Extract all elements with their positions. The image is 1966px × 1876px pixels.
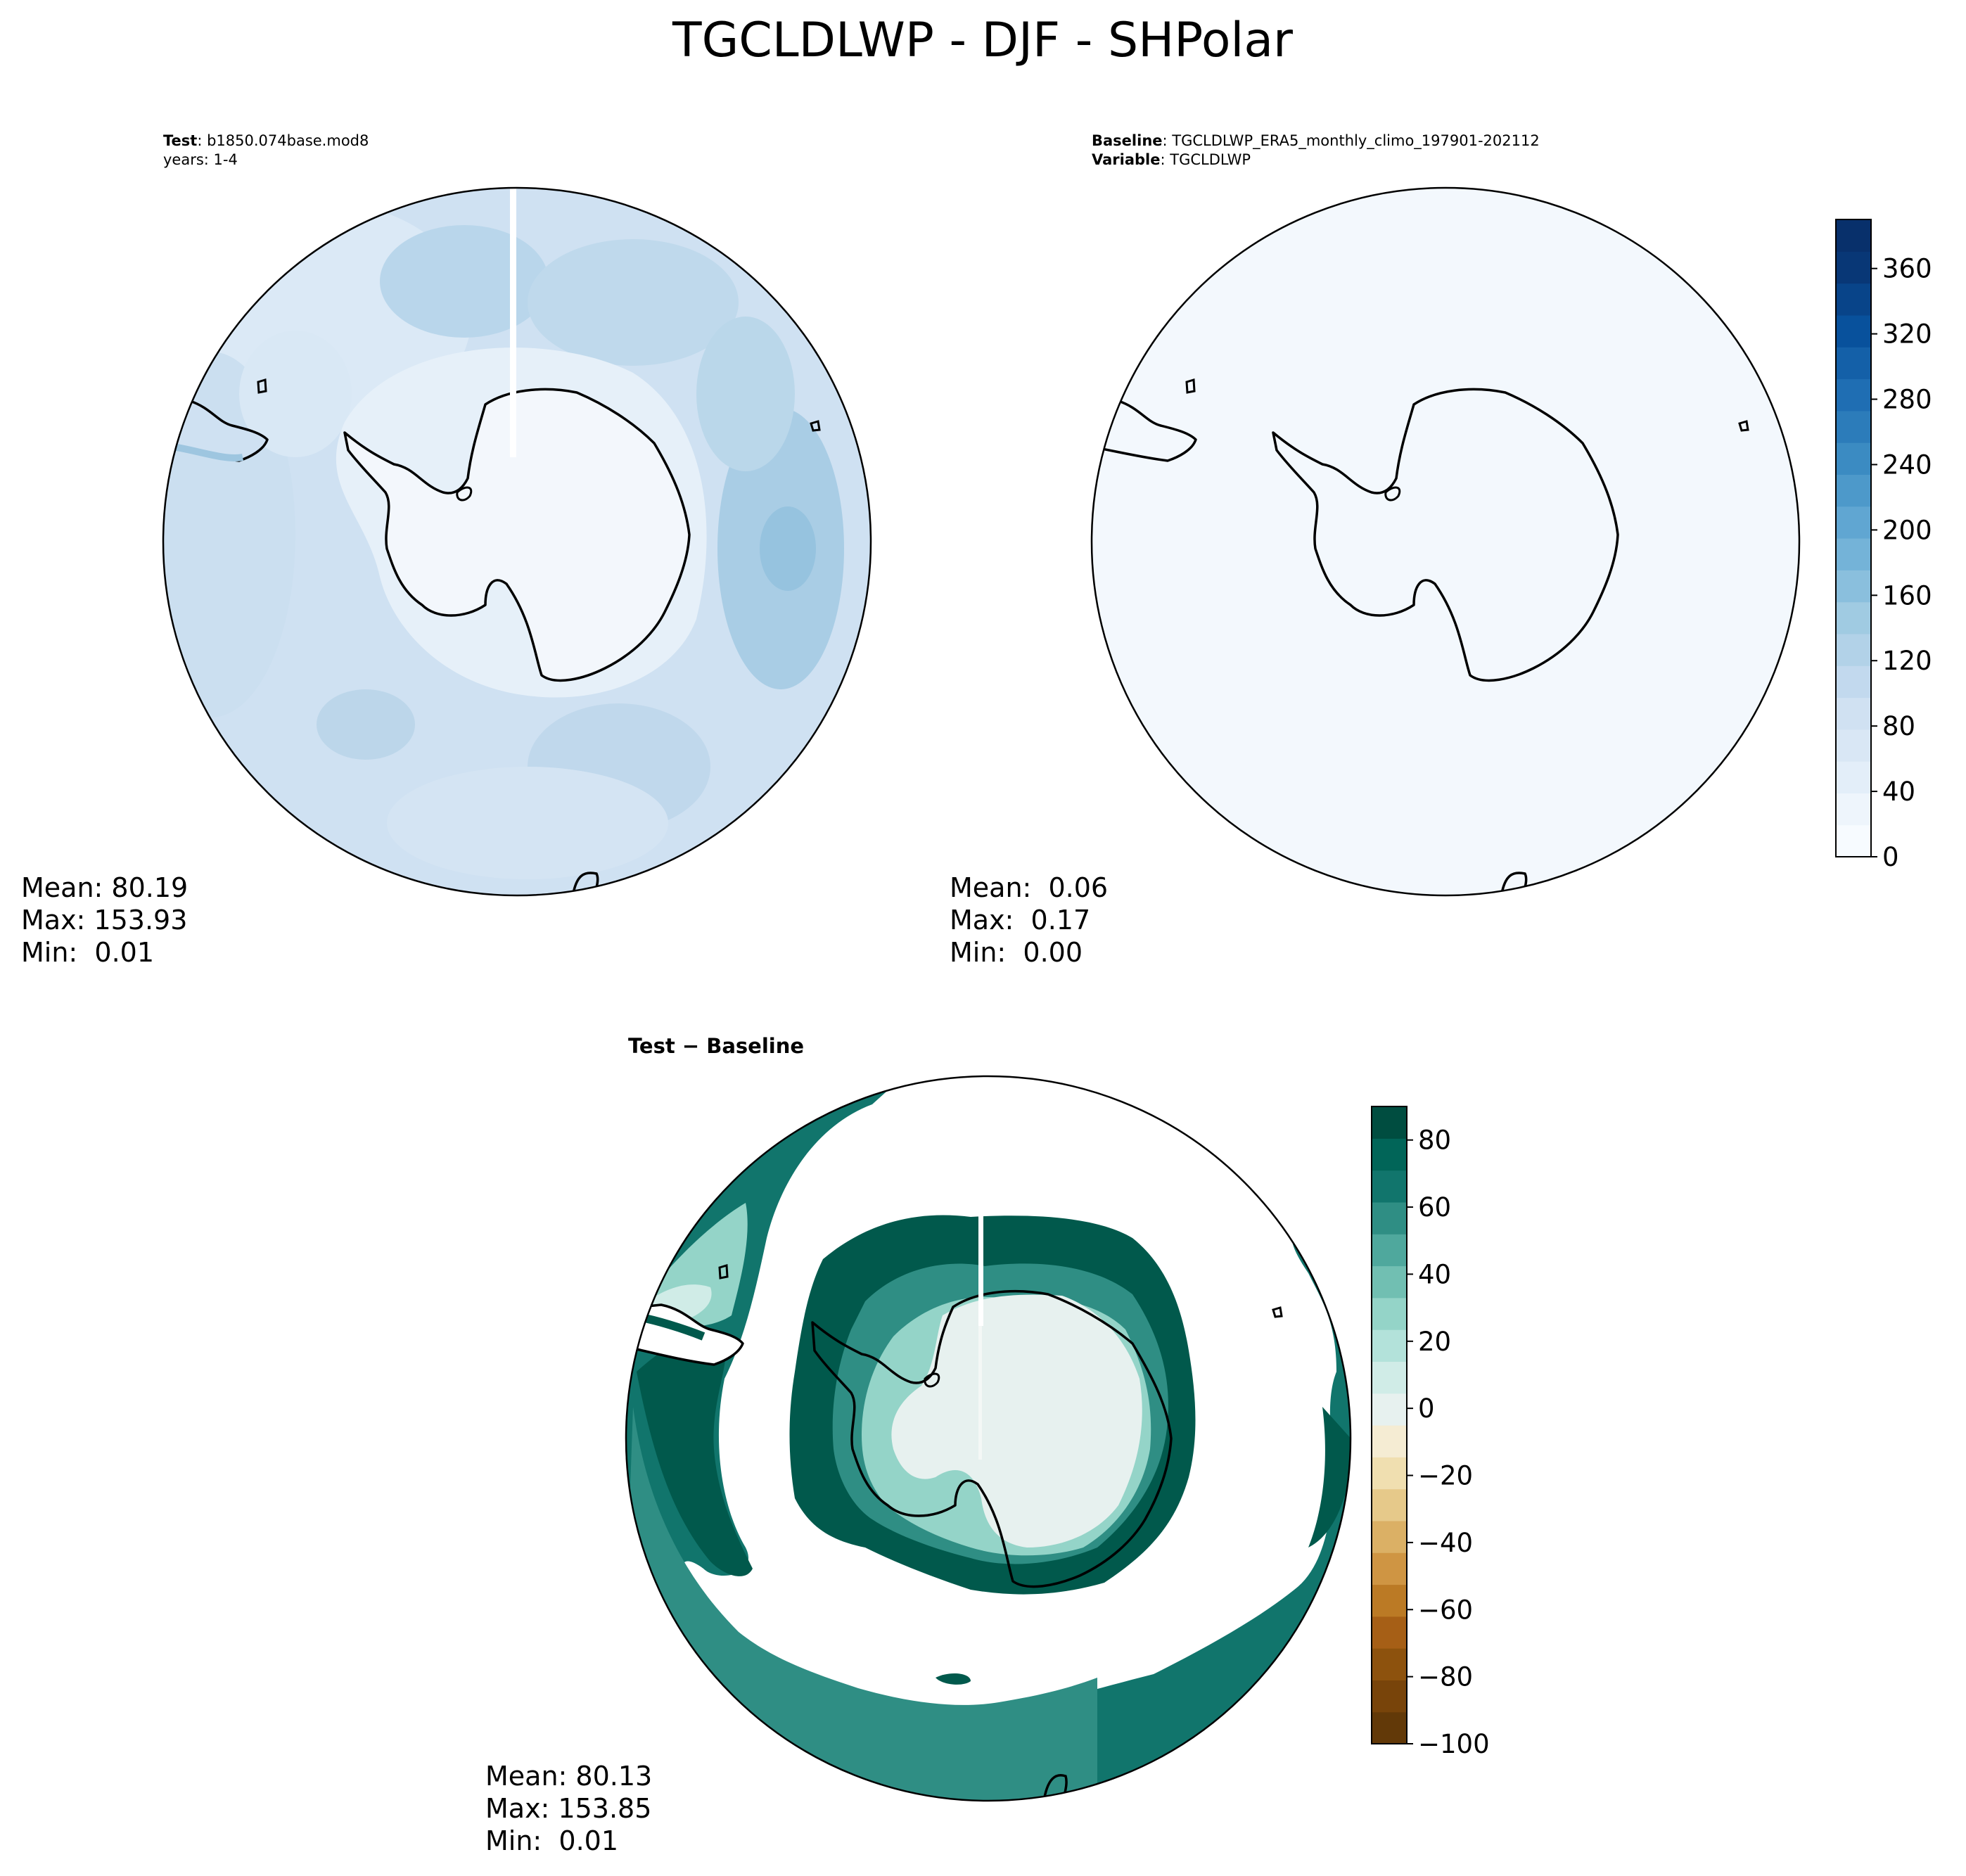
brbg-colorbar-tick-label: −20 — [1418, 1461, 1473, 1491]
blues-colorbar-segment — [1836, 824, 1871, 857]
blues-colorbar-segment — [1836, 347, 1871, 380]
baseline-panel: Baseline: TGCLDLWP_ERA5_monthly_climo_19… — [950, 132, 1801, 968]
baseline-variable: Variable: TGCLDLWP — [1092, 151, 1251, 168]
difference-colorbar: −100 −80 −60 −40 −20 0 20 40 60 80 — [1371, 1106, 1490, 1759]
blues-colorbar-segment — [1836, 570, 1871, 603]
blues-colorbar-tick-label: 280 — [1882, 385, 1932, 415]
brbg-colorbar-segment — [1372, 1457, 1407, 1490]
blues-colorbar-segment — [1836, 538, 1871, 570]
brbg-colorbar-tick-label: 20 — [1418, 1327, 1451, 1357]
test-stat-max: Max: 153.93 — [21, 905, 187, 936]
blues-colorbar-tick-label: 40 — [1882, 777, 1915, 807]
brbg-colorbar-segment — [1372, 1170, 1407, 1203]
test-map — [163, 188, 871, 895]
brbg-colorbar-segment — [1372, 1393, 1407, 1426]
blues-colorbar-frame — [1835, 219, 1872, 857]
blues-colorbar-tick-label: 240 — [1882, 449, 1932, 480]
brbg-colorbar-tick-label: 40 — [1418, 1259, 1451, 1289]
brbg-colorbar-segment — [1372, 1138, 1407, 1171]
brbg-colorbar-frame — [1371, 1106, 1408, 1744]
figure-title: TGCLDLWP - DJF - SHPolar — [672, 13, 1293, 68]
blues-colorbar-segment — [1836, 729, 1871, 762]
blues-colorbar-segment — [1836, 665, 1871, 698]
blues-colorbar-segment — [1836, 761, 1871, 793]
baseline-antarctica — [1272, 388, 1619, 682]
blues-colorbar-segment — [1836, 314, 1871, 347]
diff-stat-min: Min: 0.01 — [485, 1825, 618, 1856]
diff-antarctica — [811, 1290, 1173, 1588]
brbg-colorbar-tick-label: −80 — [1418, 1662, 1473, 1692]
blues-colorbar-segment — [1836, 410, 1871, 443]
blues-colorbar-segment — [1836, 219, 1871, 252]
diff-label: Test − Baseline — [628, 1034, 804, 1058]
baseline-stat-min: Min: 0.00 — [950, 937, 1083, 968]
brbg-colorbar-segment — [1372, 1680, 1407, 1713]
brbg-colorbar-segment — [1372, 1106, 1407, 1139]
diff-stat-mean: Mean: 80.13 — [485, 1761, 652, 1792]
blues-colorbar-segment — [1836, 283, 1871, 316]
blues-colorbar-tick-label: 80 — [1882, 711, 1915, 741]
brbg-colorbar-segment — [1372, 1425, 1407, 1457]
diff-stat-max: Max: 153.85 — [485, 1793, 651, 1824]
blues-colorbar-segment — [1836, 506, 1871, 539]
blues-colorbar-segment — [1836, 793, 1871, 826]
blues-colorbar-segment — [1836, 378, 1871, 411]
blues-colorbar-tick-label: 320 — [1882, 319, 1932, 350]
baseline-map-boundary — [1090, 186, 1801, 897]
blues-colorbar-tick-label: 0 — [1882, 842, 1899, 872]
brbg-colorbar-segment — [1372, 1520, 1407, 1553]
brbg-colorbar-tick-label: −100 — [1418, 1729, 1490, 1759]
test-label: Test: b1850.074base.mod8 — [163, 132, 369, 149]
blues-colorbar-segment — [1836, 251, 1871, 284]
blues-colorbar-tick-label: 200 — [1882, 515, 1932, 545]
brbg-colorbar-segment — [1372, 1234, 1407, 1267]
blues-colorbar-segment — [1836, 697, 1871, 730]
brbg-colorbar-segment — [1372, 1584, 1407, 1617]
test-years: years: 1-4 — [163, 151, 238, 168]
brbg-colorbar-tick-label: 0 — [1418, 1393, 1435, 1424]
blues-colorbar-segment — [1836, 601, 1871, 634]
brbg-colorbar-segment — [1372, 1265, 1407, 1298]
blues-colorbar-tick-label: 360 — [1882, 254, 1932, 284]
test-stat-min: Min: 0.01 — [21, 937, 154, 968]
brbg-colorbar-segment — [1372, 1616, 1407, 1649]
blues-colorbar-segment — [1836, 633, 1871, 666]
brbg-colorbar-tick-label: −60 — [1418, 1595, 1473, 1625]
brbg-colorbar-tick-label: 80 — [1418, 1125, 1451, 1156]
blues-colorbar-tick-label: 160 — [1882, 580, 1932, 611]
brbg-colorbar-tick-label: −40 — [1418, 1528, 1473, 1558]
brbg-colorbar-segment — [1372, 1201, 1407, 1234]
brbg-colorbar-segment — [1372, 1711, 1407, 1744]
brbg-colorbar-segment — [1372, 1488, 1407, 1521]
brbg-colorbar-segment — [1372, 1297, 1407, 1330]
diff-panel: Test − Baseline — [485, 1034, 1352, 1856]
test-stat-mean: Mean: 80.19 — [21, 872, 188, 903]
brbg-colorbar-tick-label: 60 — [1418, 1192, 1451, 1223]
baseline-stat-mean: Mean: 0.06 — [950, 872, 1108, 903]
blues-colorbar: 0 40 80 120 160 200 240 280 320 360 — [1835, 219, 1932, 872]
baseline-stat-max: Max: 0.17 — [950, 905, 1090, 936]
diff-map — [626, 1076, 1351, 1801]
test-map-boundary — [162, 186, 872, 897]
blues-colorbar-tick-label: 120 — [1882, 646, 1932, 676]
blues-colorbar-segment — [1836, 474, 1871, 507]
blues-colorbar-segment — [1836, 442, 1871, 475]
brbg-colorbar-segment — [1372, 1361, 1407, 1394]
diff-map-boundary — [625, 1075, 1352, 1802]
brbg-colorbar-segment — [1372, 1329, 1407, 1362]
test-antarctica — [343, 388, 691, 682]
test-panel: Test: b1850.074base.mod8 years: 1-4 — [21, 132, 872, 968]
baseline-map — [1092, 188, 1799, 895]
brbg-colorbar-segment — [1372, 1552, 1407, 1585]
brbg-colorbar-segment — [1372, 1648, 1407, 1680]
baseline-label: Baseline: TGCLDLWP_ERA5_monthly_climo_19… — [1092, 132, 1540, 150]
